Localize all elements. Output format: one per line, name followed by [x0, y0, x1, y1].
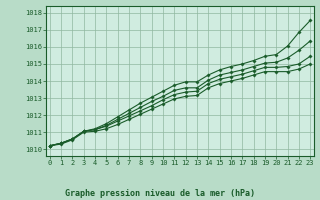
Text: Graphe pression niveau de la mer (hPa): Graphe pression niveau de la mer (hPa)	[65, 189, 255, 198]
